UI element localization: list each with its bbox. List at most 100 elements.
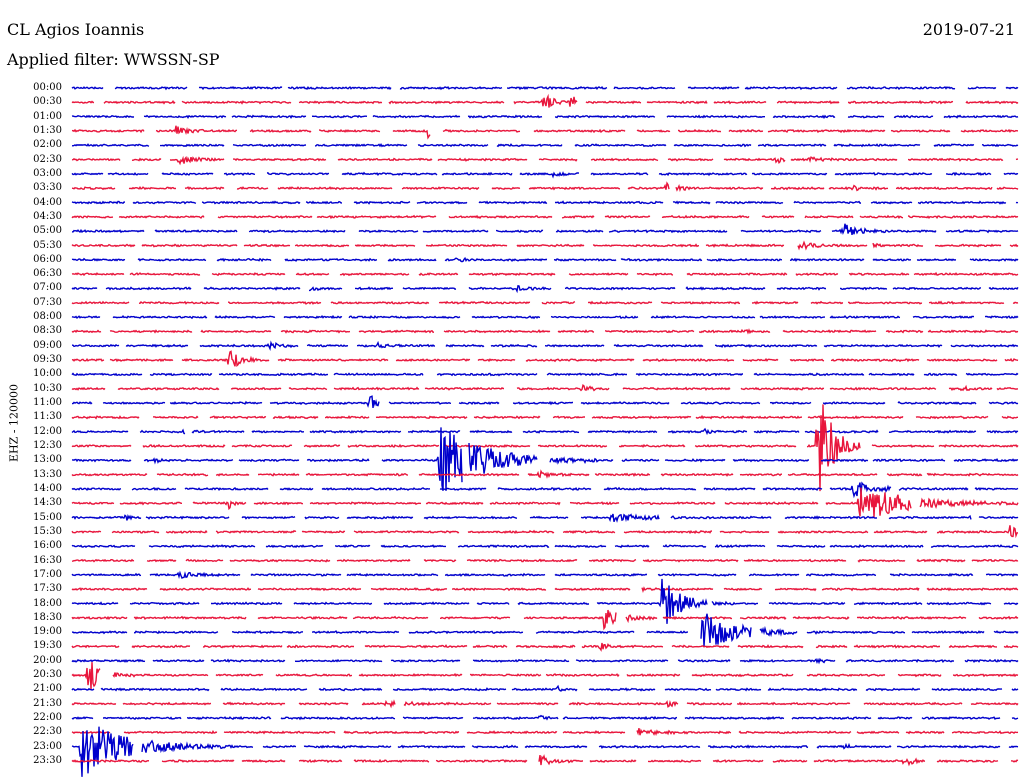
- trace-row: [71, 214, 1019, 220]
- trace-row: [71, 114, 1019, 120]
- trace-row: [71, 642, 1019, 652]
- time-label: 19:00: [33, 626, 62, 638]
- trace-row: [71, 271, 1019, 277]
- trace-row: [71, 414, 1018, 420]
- trace-row: [71, 328, 1019, 335]
- trace-row: [71, 726, 1019, 777]
- time-label: 09:30: [33, 354, 62, 366]
- trace-row: [71, 125, 1018, 140]
- time-label: 20:00: [33, 654, 62, 666]
- time-label: 10:30: [33, 382, 62, 394]
- time-label: 00:00: [33, 82, 62, 93]
- trace-row: [71, 570, 1018, 580]
- time-label: 18:00: [33, 597, 62, 609]
- time-label: 20:30: [33, 669, 62, 681]
- trace-row: [71, 284, 1019, 294]
- trace-row: [71, 657, 1019, 665]
- trace-row: [71, 350, 1019, 368]
- time-label: 17:30: [33, 583, 62, 595]
- time-label: 01:30: [33, 124, 62, 136]
- trace-row: [71, 513, 1019, 523]
- time-label: 03:30: [33, 182, 62, 194]
- time-label: 08:00: [33, 311, 62, 323]
- time-label: 21:30: [33, 697, 62, 709]
- trace-row: [71, 609, 1019, 631]
- trace-row: [71, 684, 1019, 692]
- station-title: CL Agios Ioannis: [7, 20, 145, 39]
- time-label: 08:30: [33, 325, 62, 337]
- trace-row: [71, 93, 1019, 108]
- time-label: 22:30: [33, 726, 62, 738]
- trace-row: [71, 613, 1019, 647]
- time-label: 04:30: [33, 210, 62, 222]
- trace-row: [71, 525, 1019, 539]
- trace-row: [71, 223, 1019, 236]
- time-label: 23:30: [33, 755, 62, 767]
- time-label: 16:30: [33, 554, 62, 566]
- time-label: 13:00: [33, 454, 62, 466]
- trace-row: [71, 256, 1019, 263]
- time-label: 02:00: [33, 139, 62, 151]
- time-label: 02:30: [33, 153, 62, 165]
- time-label: 11:00: [33, 397, 62, 409]
- time-label: 04:00: [33, 196, 62, 208]
- time-label: 05:00: [33, 225, 62, 237]
- trace-row: [71, 754, 1019, 767]
- time-label: 00:30: [33, 96, 62, 108]
- time-label: 14:00: [33, 482, 62, 494]
- trace-row: [71, 240, 1019, 251]
- time-label: 16:00: [33, 540, 62, 552]
- trace-row: [71, 181, 1019, 192]
- trace-row: [71, 200, 1019, 205]
- time-label: 14:30: [33, 497, 62, 509]
- time-label: 11:30: [33, 411, 62, 423]
- trace-row: [71, 384, 1018, 392]
- trace-row: [71, 487, 1019, 518]
- time-label: 07:00: [33, 282, 62, 294]
- trace-row: [72, 427, 1019, 491]
- time-label: 21:00: [33, 683, 62, 695]
- date-label: 2019-07-21: [922, 20, 1015, 39]
- time-label: 05:30: [33, 239, 62, 251]
- trace-row: [72, 340, 1019, 351]
- trace-row: [72, 395, 1019, 408]
- trace-row: [71, 481, 1019, 499]
- trace-row: [71, 543, 1019, 549]
- time-label: 22:00: [33, 712, 62, 724]
- trace-row: [71, 699, 1019, 709]
- trace-row: [71, 728, 1019, 736]
- time-label: 23:00: [33, 740, 62, 752]
- time-label: 10:00: [33, 368, 62, 380]
- trace-row: [71, 578, 1019, 624]
- time-label: 06:00: [33, 253, 62, 265]
- trace-row: [71, 469, 1019, 479]
- trace-row: [71, 662, 1019, 690]
- trace-row: [71, 427, 1019, 436]
- time-label: 03:00: [33, 167, 62, 179]
- trace-row: [71, 558, 1019, 563]
- trace-row: [71, 714, 1019, 721]
- trace-row: [71, 372, 1019, 377]
- trace-row: [71, 404, 1019, 492]
- trace-row: [71, 85, 1019, 91]
- time-label: 19:30: [33, 640, 62, 652]
- time-label: 15:30: [33, 525, 62, 537]
- time-label: 15:00: [33, 511, 62, 523]
- time-label: 07:30: [33, 296, 62, 308]
- filter-label: Applied filter: WWSSN-SP: [7, 50, 220, 69]
- time-label: 12:00: [33, 425, 62, 437]
- trace-row: [71, 314, 1019, 320]
- time-label: 01:00: [33, 110, 62, 122]
- trace-row: [71, 300, 1019, 305]
- trace-row: [71, 586, 1019, 593]
- time-label: 13:30: [33, 468, 62, 480]
- trace-row: [71, 155, 1019, 166]
- time-label: 17:00: [33, 568, 62, 580]
- time-label: 09:00: [33, 339, 62, 351]
- time-label: 18:30: [33, 611, 62, 623]
- trace-row: [71, 171, 1019, 179]
- time-label: 06:30: [33, 268, 62, 280]
- time-label: 12:30: [33, 440, 62, 451]
